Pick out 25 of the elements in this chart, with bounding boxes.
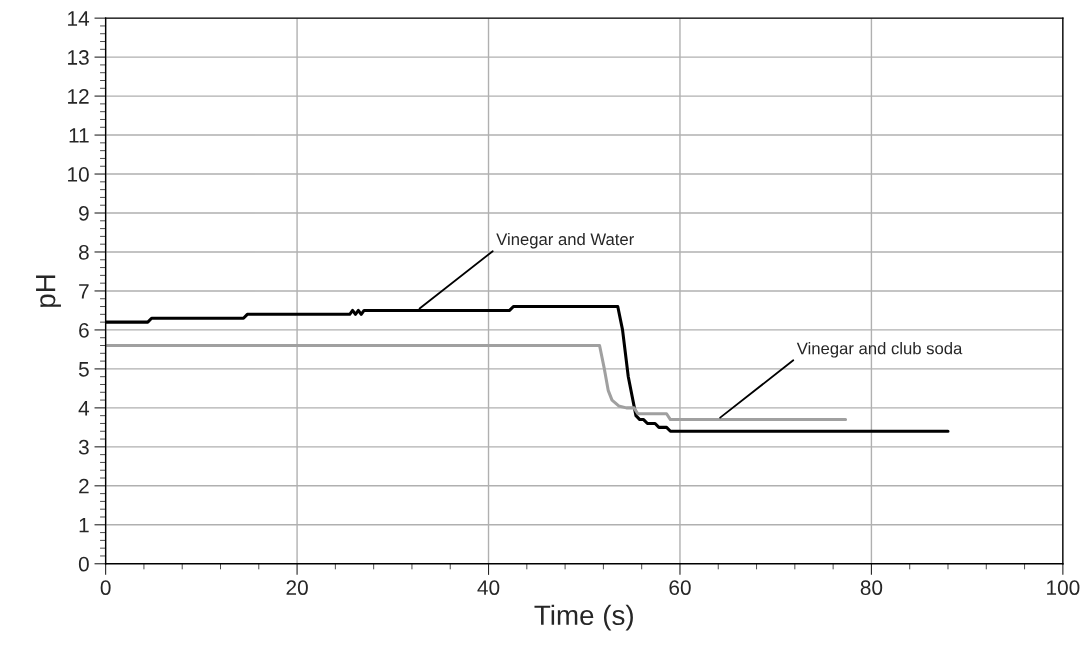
x-tick-label: 0 bbox=[100, 580, 111, 596]
y-tick-label: 7 bbox=[79, 284, 89, 299]
y-tick-label: 2 bbox=[79, 478, 89, 494]
y-tick-label: 9 bbox=[79, 206, 89, 221]
x-tick-label: 20 bbox=[286, 580, 308, 596]
x-axis-title: Time (s) bbox=[534, 604, 633, 631]
y-tick-label: 8 bbox=[78, 244, 89, 260]
y-tick-label: 10 bbox=[68, 167, 89, 182]
y-tick-label: 14 bbox=[68, 11, 90, 26]
y-tick-label: 3 bbox=[78, 439, 89, 455]
y-tick-label: 1 bbox=[79, 518, 89, 533]
x-tick-label: 40 bbox=[477, 580, 500, 596]
y-tick-label: 11 bbox=[69, 128, 89, 143]
y-tick-label: 13 bbox=[68, 50, 89, 65]
x-tick-label: 60 bbox=[669, 580, 691, 596]
x-tick-label: 100 bbox=[1047, 580, 1080, 596]
y-tick-label: 4 bbox=[78, 401, 90, 416]
x-tick-label: 80 bbox=[860, 580, 883, 596]
y-tick-label: 0 bbox=[78, 556, 89, 572]
y-axis-title: pH bbox=[36, 275, 61, 307]
y-tick-label: 12 bbox=[68, 89, 89, 104]
annotation: Vinegar and club soda bbox=[796, 342, 963, 358]
annotation: Vinegar and Water bbox=[496, 232, 634, 249]
y-tick-label: 5 bbox=[78, 362, 89, 377]
y-tick-label: 6 bbox=[79, 322, 89, 338]
